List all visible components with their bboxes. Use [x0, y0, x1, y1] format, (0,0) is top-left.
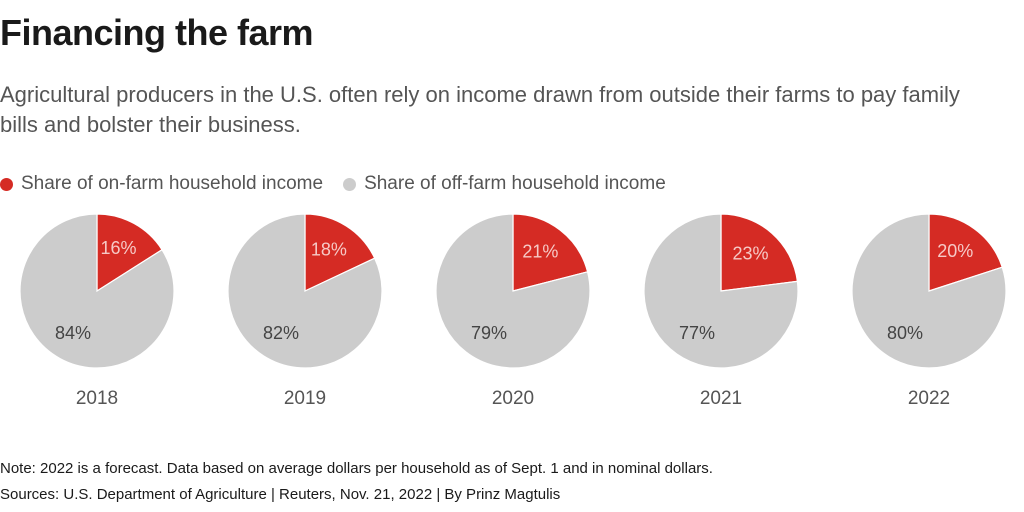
pie-value-label-2020-off-farm: 79% — [471, 323, 507, 343]
pie-value-label-2021-off-farm: 77% — [679, 323, 715, 343]
pie-value-label-2021-on-farm: 23% — [733, 244, 769, 264]
pie-value-label-2018-off-farm: 84% — [55, 323, 91, 343]
legend-label-off-farm: Share of off-farm household income — [364, 173, 666, 194]
pie-value-label-2019-on-farm: 18% — [311, 239, 347, 259]
pie-slice-2018-off-farm — [19, 213, 175, 369]
pie-2020: 21% 79% 2020 — [435, 213, 591, 409]
sources: Sources: U.S. Department of Agriculture … — [0, 486, 561, 503]
pie-slice-2022-off-farm — [851, 213, 1007, 369]
legend-swatch-on-farm — [0, 177, 13, 191]
pie-value-label-2019-off-farm: 82% — [263, 323, 299, 343]
legend-item-on-farm: Share of on-farm household income — [0, 173, 323, 195]
pie-slice-2021-on-farm — [720, 213, 799, 292]
pie-slice-2018-on-farm — [96, 213, 163, 293]
pie-slice-2020-off-farm — [435, 213, 591, 369]
year-label-2020: 2020 — [492, 388, 534, 409]
pie-2019: 18% 82% 2019 — [227, 213, 383, 409]
pie-value-label-2018-on-farm: 16% — [100, 238, 136, 258]
pie-slice-2019-off-farm — [227, 213, 383, 369]
pie-2021: 23% 77% 2021 — [643, 213, 799, 409]
pie-slice-2021-off-farm — [643, 213, 799, 369]
year-label-2018: 2018 — [76, 388, 118, 409]
pie-charts: 16% 84% 2018 18% 82% 2019 21% 79% 2020 23% 77% 2021… — [19, 213, 1007, 409]
year-label-2021: 2021 — [700, 388, 742, 409]
pie-2018: 16% 84% 2018 — [19, 213, 175, 409]
pie-value-label-2020-on-farm: 21% — [522, 242, 558, 262]
pie-slice-2022-on-farm — [928, 213, 1003, 292]
legend-label-on-farm: Share of on-farm household income — [21, 173, 324, 194]
legend: Share of on-farm household income Share … — [0, 173, 686, 195]
pie-slice-2019-on-farm — [304, 213, 376, 292]
legend-swatch-off-farm — [343, 177, 357, 191]
footnote: Note: 2022 is a forecast. Data based on … — [0, 460, 713, 477]
pie-value-label-2022-on-farm: 20% — [937, 241, 973, 261]
pie-2022: 20% 80% 2022 — [851, 213, 1007, 409]
legend-item-off-farm: Share of off-farm household income — [343, 173, 666, 195]
chart-subtitle: Agricultural producers in the U.S. often… — [0, 82, 960, 137]
pie-value-label-2022-off-farm: 80% — [887, 323, 923, 343]
year-label-2022: 2022 — [908, 388, 950, 409]
chart-title: Financing the farm — [0, 12, 314, 53]
year-label-2019: 2019 — [284, 388, 326, 409]
pie-slice-2020-on-farm — [512, 213, 589, 292]
